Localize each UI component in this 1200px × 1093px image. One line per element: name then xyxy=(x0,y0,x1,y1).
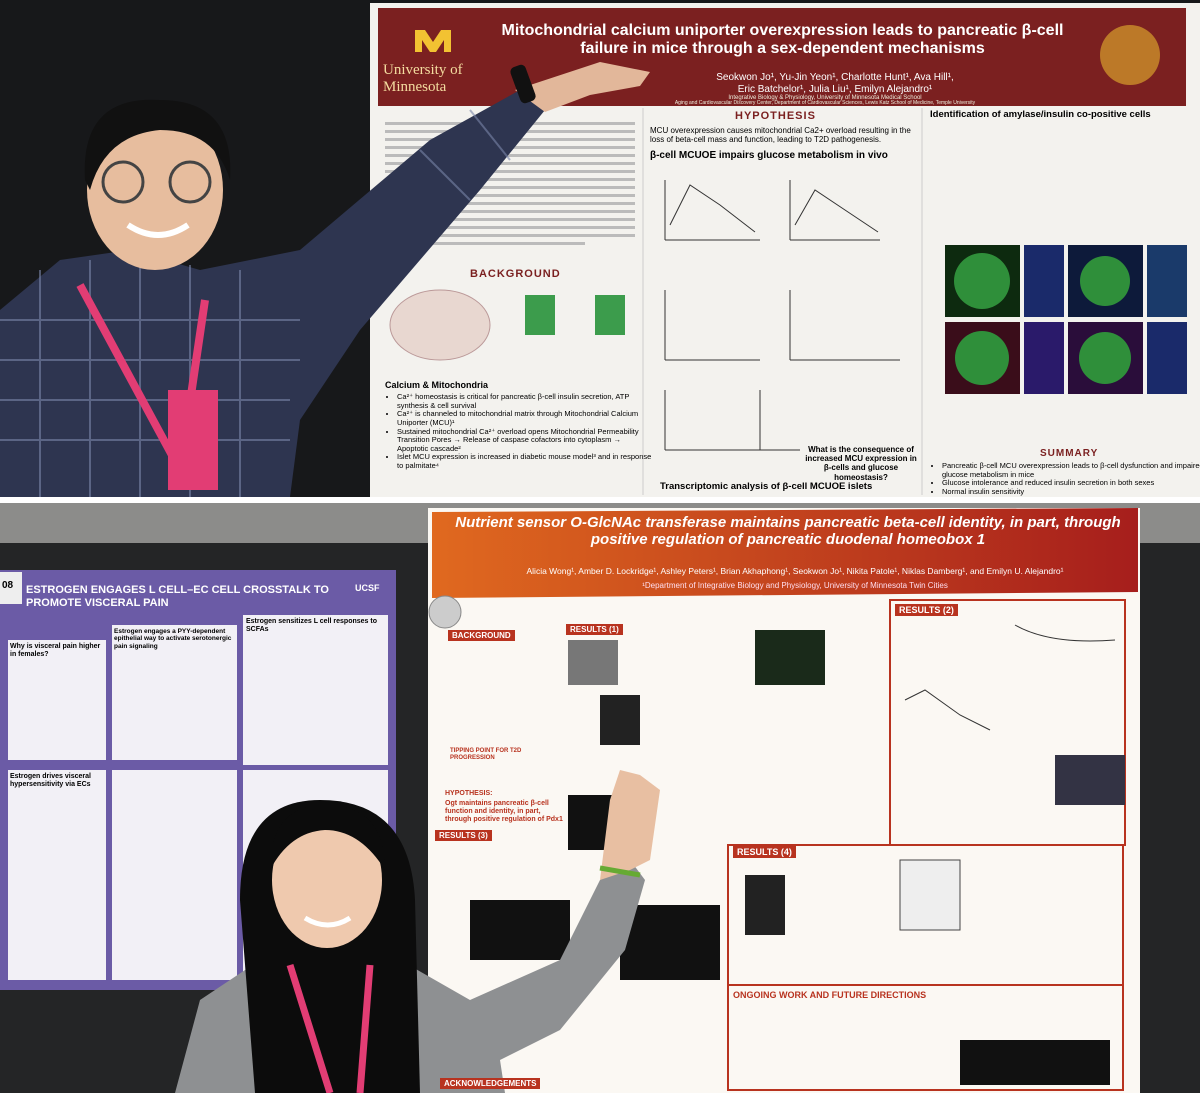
section-heading: BACKGROUND xyxy=(448,630,515,642)
ucsf-logo: UCSF xyxy=(355,583,380,593)
bullet: Glucose intolerance and reduced insulin … xyxy=(942,479,1200,488)
bullet: Ca²⁺ is channeled to mitochondrial matri… xyxy=(397,409,652,427)
bullet: Ca²⁺ homeostasis is critical for pancrea… xyxy=(397,392,652,410)
minnesota-logo xyxy=(415,30,451,52)
top-poster-title: Mitochondrial calcium uniporter overexpr… xyxy=(501,22,1064,58)
section-heading: ONGOING WORK AND FUTURE DIRECTIONS xyxy=(733,990,927,1000)
subheading: Calcium & Mitochondria xyxy=(385,380,489,390)
university-name: University of Minnesota xyxy=(383,62,463,96)
bullet-list: Pancreatic β-cell MCU overexpression lea… xyxy=(930,461,1200,497)
section-heading: ACKNOWLEDGEMENTS xyxy=(440,1078,541,1090)
bullet: Pancreatic β-cell MCU overexpression lea… xyxy=(942,461,1200,479)
hypothesis-heading: HYPOTHESIS: xyxy=(445,790,493,797)
board-number: 08 xyxy=(2,580,14,591)
affiliation: Aging and Cardiovascular Discovery Cente… xyxy=(674,100,976,106)
board-number-tag xyxy=(0,572,22,604)
right-poster-header xyxy=(432,508,1138,598)
panel-heading: Estrogen drives visceral hypersensitivit… xyxy=(10,773,91,789)
section-heading: HYPOTHESIS xyxy=(735,110,816,122)
right-poster-title: Nutrient sensor O-GlcNAc transferase mai… xyxy=(455,514,1121,549)
section-heading: Identification of amylase/insulin co-pos… xyxy=(930,109,1151,120)
panel-heading: Why is visceral pain higher in females? xyxy=(10,643,101,659)
microscopy-images xyxy=(945,245,1187,394)
affiliation: Integrative Biology & Physiology, Univer… xyxy=(728,95,922,101)
section-heading: β-cell MCUOE impairs glucose metabolism … xyxy=(650,150,888,161)
left-poster-panels xyxy=(8,615,388,980)
panel-heading: Estrogen sensitizes L cell responses to … xyxy=(246,618,377,634)
hypothesis-text: MCU overexpression causes mitochondrial … xyxy=(650,126,911,145)
section-heading: BACKGROUND xyxy=(470,268,561,280)
author-line: Eric Batchelor¹, Julia Liu¹, Emilyn Alej… xyxy=(737,84,933,95)
hypothesis-text: Ogt maintains pancreatic β-cell function… xyxy=(445,800,563,824)
question-text: What is the consequence of increased MCU… xyxy=(805,445,917,482)
tipping-point: TIPPING POINT FOR T2D PROGRESSION xyxy=(450,748,522,761)
bullet: Sustained mitochondrial Ca²⁺ overload op… xyxy=(397,427,652,454)
background-diagram xyxy=(389,289,625,361)
man xyxy=(0,62,650,497)
panel-heading: Estrogen engages a PYY-dependent epithel… xyxy=(114,628,232,650)
photo-divider xyxy=(0,497,1200,503)
affiliation: ¹Department of Integrative Biology and P… xyxy=(642,581,948,590)
future-box xyxy=(727,984,1124,1091)
bullet-list: Ca²⁺ homeostasis is critical for pancrea… xyxy=(385,392,652,471)
section-heading: RESULTS (2) xyxy=(895,604,958,617)
section-heading: RESULTS (3) xyxy=(435,830,492,842)
woman xyxy=(175,770,660,1093)
mascot-icon xyxy=(1100,25,1160,85)
section-heading: RESULTS (4) xyxy=(733,846,796,859)
section-heading: Transcriptomic analysis of β-cell MCUOE … xyxy=(660,481,873,492)
glucose-charts xyxy=(664,180,900,451)
bullet: Normal insulin sensitivity xyxy=(942,487,1200,497)
section-heading: SUMMARY xyxy=(1040,448,1099,459)
authors: Alicia Wong¹, Amber D. Lockridge¹, Ashle… xyxy=(526,566,1064,576)
bullet: Islet MCU expression is increased in dia… xyxy=(397,452,652,470)
top-poster-header xyxy=(378,8,1186,106)
award-badge xyxy=(428,595,462,629)
section-heading: RESULTS (1) xyxy=(566,624,623,636)
author-line: Seokwon Jo¹, Yu-Jin Yeon¹, Charlotte Hun… xyxy=(716,72,954,83)
left-poster-title: ESTROGEN ENGAGES L CELL–EC CELL CROSSTAL… xyxy=(26,584,329,609)
